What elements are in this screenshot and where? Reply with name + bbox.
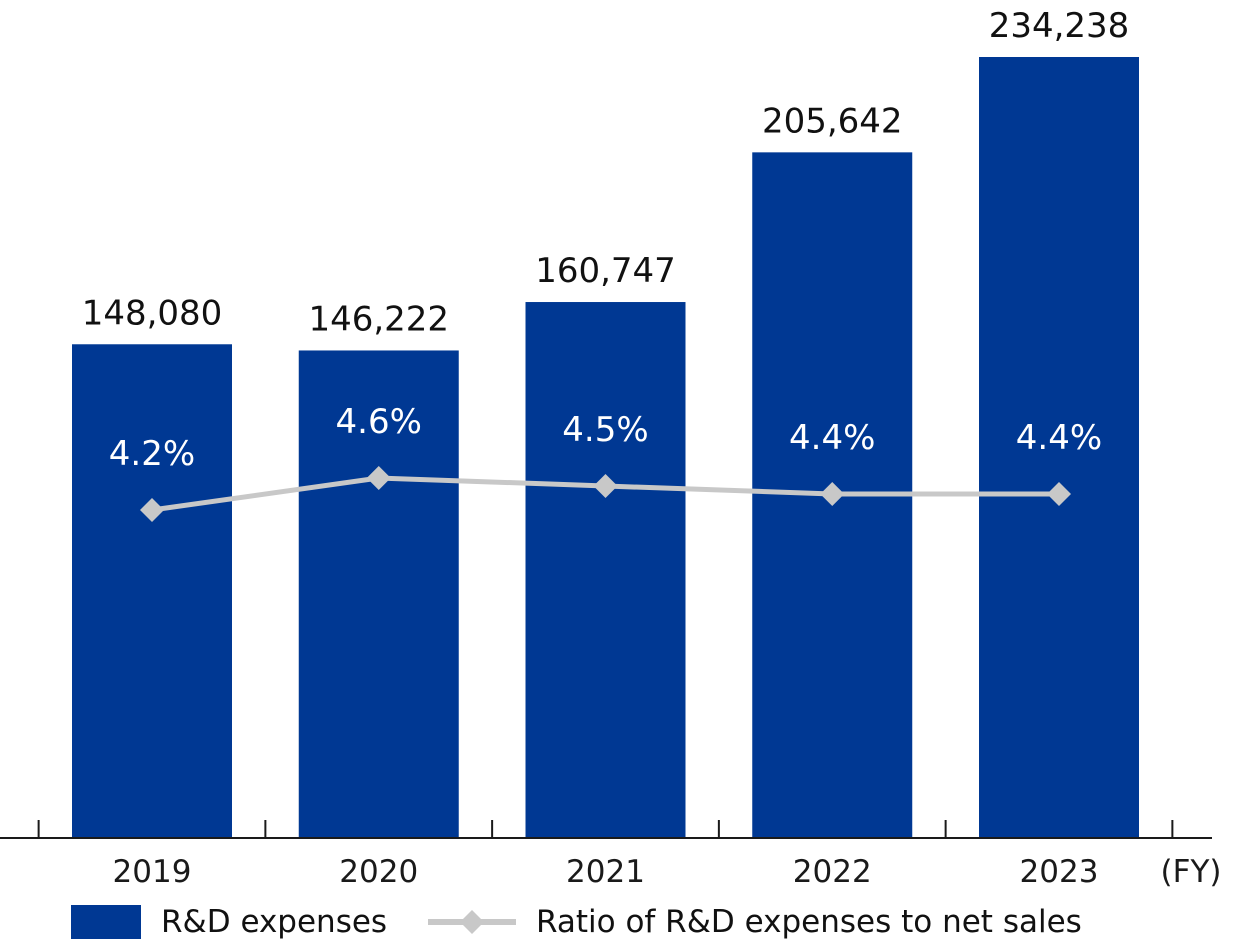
ratio-value-label-2023: 4.4% xyxy=(1016,418,1102,458)
bar-value-label-2023: 234,238 xyxy=(989,6,1130,46)
bar-value-label-2020: 146,222 xyxy=(308,299,449,339)
ratio-point-2022 xyxy=(820,482,845,506)
x-tick-label-2020: 2020 xyxy=(339,854,418,890)
bar-2020 xyxy=(298,350,459,838)
legend-swatch-line xyxy=(428,910,516,934)
bar-value-label-2022: 205,642 xyxy=(762,101,903,141)
ratio-point-2023 xyxy=(1047,482,1071,506)
ratio-value-label-2022: 4.4% xyxy=(789,418,875,458)
legend-label-line: Ratio of R&D expenses to net sales xyxy=(536,904,1082,940)
x-tick-label-2021: 2021 xyxy=(566,854,645,890)
legend-item-bar: R&D expenses xyxy=(71,902,387,942)
legend-swatch-bar xyxy=(71,905,141,939)
legend: R&D expenses Ratio of R&D expenses to ne… xyxy=(0,902,1233,942)
bar-value-label-2019: 148,080 xyxy=(82,293,223,333)
legend-label-bar: R&D expenses xyxy=(161,904,388,940)
ratio-value-label-2021: 4.5% xyxy=(562,410,648,450)
bar-value-label-2021: 160,747 xyxy=(535,251,676,291)
ratio-value-label-2019: 4.2% xyxy=(109,434,195,474)
x-tick-label-2019: 2019 xyxy=(113,854,192,890)
ratio-point-2020 xyxy=(366,466,391,490)
bar-2021 xyxy=(525,302,686,838)
x-tick-label-2022: 2022 xyxy=(793,854,872,890)
x-tick-label-2023: 2023 xyxy=(1020,854,1099,890)
ratio-value-label-2020: 4.6% xyxy=(336,402,422,442)
ratio-point-2019 xyxy=(140,498,164,522)
bar-2023 xyxy=(979,57,1139,838)
ratio-point-2021 xyxy=(593,474,618,498)
x-unit-label: (FY) xyxy=(1161,854,1222,890)
bar-2019 xyxy=(72,344,232,838)
legend-item-line: Ratio of R&D expenses to net sales xyxy=(428,902,1082,942)
